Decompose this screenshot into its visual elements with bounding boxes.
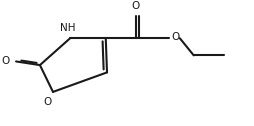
Text: O: O <box>171 32 179 42</box>
Text: O: O <box>2 56 10 66</box>
Text: O: O <box>132 2 140 11</box>
Text: O: O <box>44 97 52 107</box>
Text: NH: NH <box>60 23 75 33</box>
